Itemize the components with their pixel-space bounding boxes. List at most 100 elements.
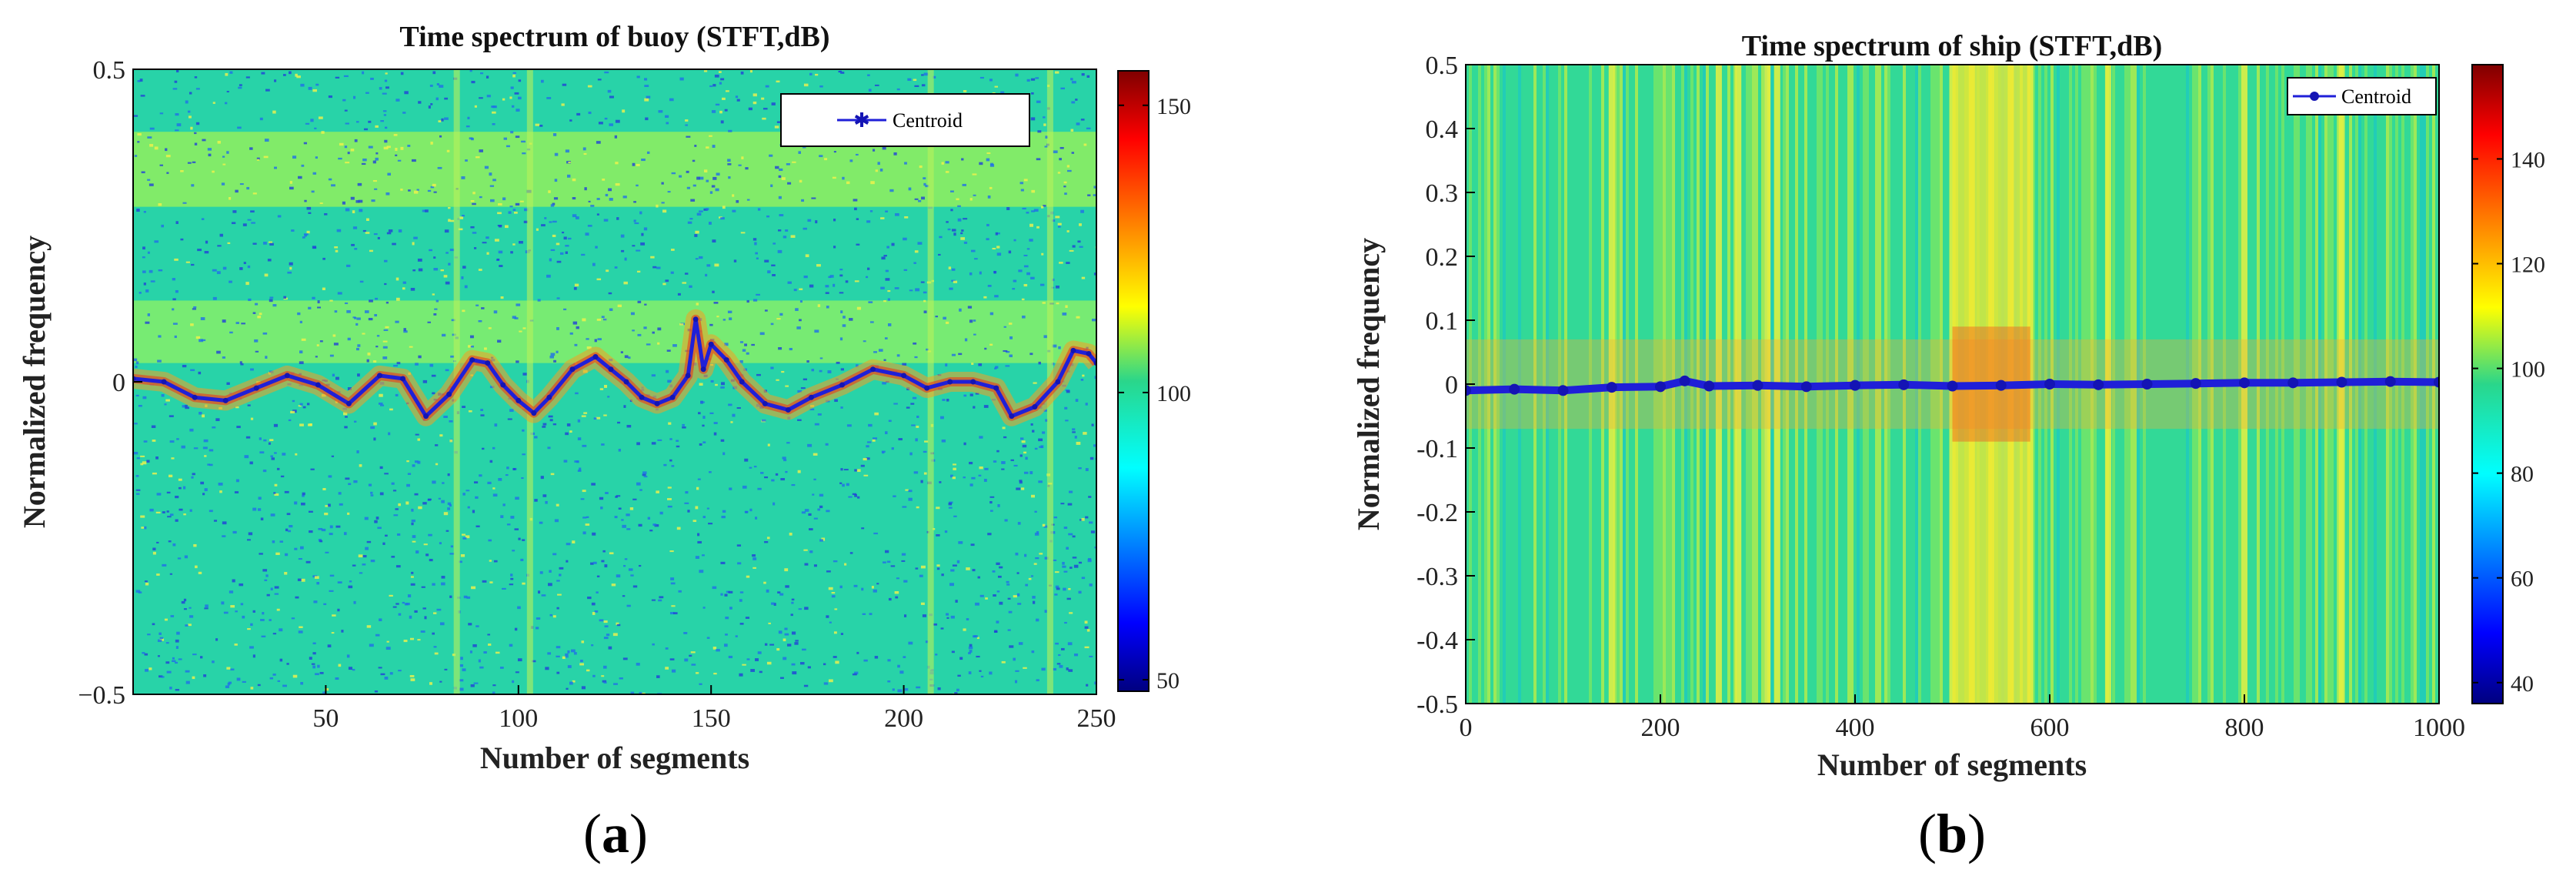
- chart-a-speckle: [497, 212, 502, 215]
- chart-a-speckle: [368, 483, 372, 486]
- chart-a-speckle: [348, 483, 352, 486]
- chart-a-speckle: [852, 673, 857, 676]
- chart-a-centroid-point: [623, 379, 629, 385]
- chart-a-speckle: [809, 408, 815, 411]
- chart-a-speckle: [386, 640, 389, 643]
- chart-a-speckle: [512, 209, 516, 212]
- chart-a-speckle: [539, 571, 543, 574]
- chart-a-speckle: [325, 551, 329, 553]
- chart-a-speckle: [534, 499, 538, 502]
- chart-a-speckle: [636, 442, 640, 446]
- chart-a-speckle: [235, 610, 238, 613]
- chart-a-speckle: [987, 285, 992, 287]
- chart-a-speckle: [386, 232, 392, 235]
- chart-a-speckle: [733, 259, 737, 262]
- chart-a-speckle: [475, 304, 479, 306]
- chart-a-centroid-point: [692, 316, 699, 323]
- chart-a-speckle: [1036, 226, 1039, 229]
- chart-a-speckle: [706, 507, 709, 510]
- chart-a-speckle: [421, 586, 425, 588]
- chart-a-speckle: [941, 162, 944, 165]
- chart-a-speckle: [727, 163, 732, 165]
- chart-a-speckle: [398, 613, 402, 616]
- chart-a-speckle: [395, 393, 399, 396]
- chart-a-speckle: [422, 209, 426, 212]
- chart-a-speckle: [172, 657, 175, 660]
- chart-a-speckle: [434, 308, 438, 310]
- chart-a-centroid-point: [785, 407, 791, 413]
- chart-a-speckle: [720, 386, 725, 389]
- chart-a-speckle: [167, 516, 172, 518]
- chart-a-speckle: [603, 637, 609, 640]
- chart-b-column: [1546, 65, 1549, 704]
- chart-b-ytick-label: -0.4: [1416, 627, 1458, 655]
- chart-a-speckle: [618, 449, 621, 452]
- chart-a-speckle: [569, 119, 572, 122]
- chart-a-speckle: [596, 575, 600, 577]
- chart-a-speckle: [692, 520, 697, 523]
- chart-a-speckle: [430, 142, 433, 145]
- chart-a-speckle: [418, 355, 422, 359]
- chart-a-speckle: [318, 527, 323, 530]
- chart-a-speckle: [216, 271, 221, 275]
- chart-a-speckle: [1083, 432, 1087, 435]
- chart-a-speckle: [232, 210, 237, 213]
- chart-a-speckle: [992, 247, 996, 250]
- chart-a-speckle: [714, 263, 719, 267]
- chart-a-speckle: [166, 491, 171, 494]
- chart-a-speckle: [916, 415, 919, 419]
- chart-a-speckle: [505, 474, 509, 476]
- chart-a-speckle: [218, 482, 223, 486]
- chart-a-centroid-point: [639, 394, 645, 400]
- chart-a-speckle: [433, 646, 437, 648]
- chart-a-speckle: [556, 326, 559, 330]
- chart-a-speckle: [409, 615, 412, 619]
- chart-a-speckle: [709, 471, 712, 473]
- chart-a-speckle: [1041, 667, 1046, 671]
- chart-a-speckle: [678, 590, 682, 593]
- chart-a-cb-tick-label: 100: [1156, 381, 1191, 406]
- chart-a-speckle: [270, 587, 273, 590]
- chart-a-colorbar-gradient: [1117, 70, 1150, 692]
- chart-a-centroid-point: [700, 366, 706, 373]
- chart-a-speckle: [464, 285, 468, 289]
- chart-a-speckle: [645, 117, 649, 121]
- chart-a-speckle: [198, 571, 202, 574]
- chart-a-speckle: [412, 464, 415, 467]
- chart-a-speckle: [264, 139, 269, 142]
- chart-a-speckle: [137, 80, 141, 82]
- chart-a-speckle: [542, 423, 547, 426]
- chart-a-speckle: [904, 687, 909, 691]
- chart-a-speckle: [654, 524, 659, 527]
- chart-a-speckle: [797, 390, 802, 393]
- chart-a-speckle: [860, 464, 865, 467]
- chart-a-speckle: [247, 219, 252, 221]
- chart-a-speckle: [936, 564, 940, 567]
- chart-a-speckle: [969, 461, 973, 465]
- chart-b-column: [1558, 65, 1561, 704]
- chart-a-speckle: [996, 232, 1000, 235]
- chart-a-speckle: [782, 236, 787, 239]
- chart-a-speckle: [354, 139, 358, 142]
- chart-a-speckle: [833, 150, 836, 153]
- chart-a-speckle: [1022, 207, 1026, 210]
- chart-a-speckle: [630, 312, 635, 316]
- chart-a-speckle: [1032, 430, 1035, 433]
- chart-a-speckle: [1006, 350, 1010, 353]
- chart-a-speckle: [336, 229, 342, 232]
- chart-b-ytick-label: 0: [1445, 371, 1458, 400]
- chart-a-speckle: [400, 146, 404, 150]
- chart-a-speckle: [596, 141, 601, 144]
- chart-a-speckle: [488, 644, 492, 646]
- chart-a-speckle: [506, 466, 509, 470]
- chart-a-speckle: [656, 204, 659, 208]
- chart-a-speckle: [952, 229, 956, 232]
- chart-a-speckle: [474, 105, 477, 108]
- chart-a-speckle: [800, 387, 806, 390]
- chart-a-speckle: [333, 343, 339, 346]
- chart-a-speckle: [994, 367, 997, 369]
- chart-a-speckle: [724, 593, 728, 597]
- chart-a-speckle: [757, 487, 762, 490]
- chart-a-speckle: [222, 356, 225, 359]
- chart-a-speckle: [920, 565, 926, 569]
